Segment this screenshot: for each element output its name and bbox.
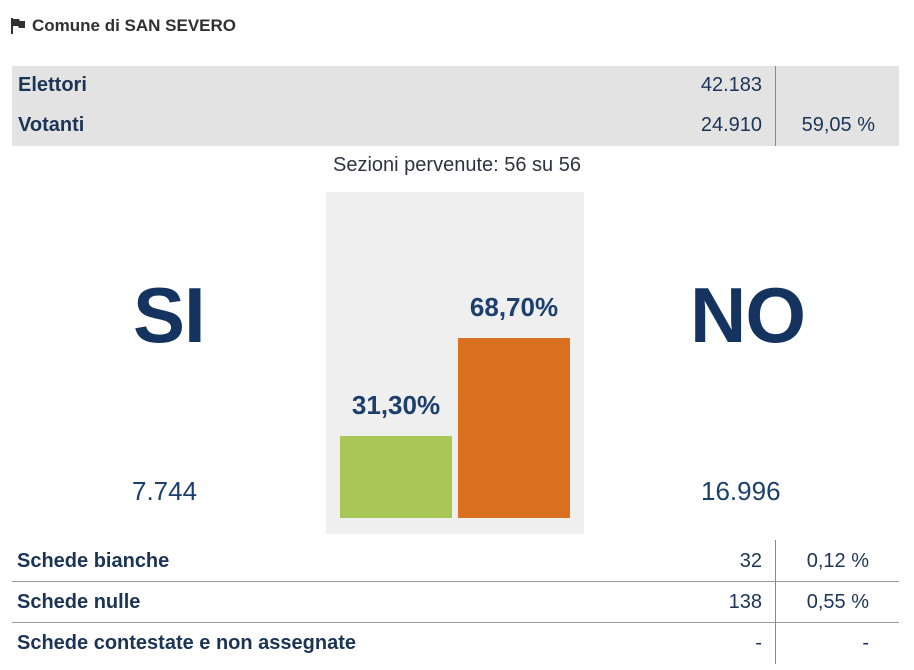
elettori-value: 42.183 — [700, 74, 762, 96]
ballot-row-bianche: Schede bianche 32 0,12 % — [12, 540, 899, 582]
yes-bar — [340, 435, 452, 518]
yes-votes: 7.744 — [132, 476, 198, 506]
summary-divider — [775, 66, 776, 146]
ballots-divider — [775, 540, 776, 664]
elettori-label: Elettori — [18, 74, 87, 96]
result-chart: 31,30% 68,70% — [326, 192, 584, 534]
elettori-row: Elettori 42.183 — [12, 66, 899, 106]
ballot-label: Schede contestate e non assegnate — [17, 632, 357, 654]
ballot-value: 138 — [728, 591, 762, 613]
flag-icon — [11, 18, 25, 34]
sections-counter: Sezioni pervenute: 56 su 56 — [333, 154, 581, 176]
votanti-row: Votanti 24.910 59,05 % — [12, 106, 899, 146]
ballot-row-nulle: Schede nulle 138 0,55 % — [12, 581, 899, 623]
ballot-value: - — [755, 632, 762, 654]
no-percentage-label: 68,70% — [469, 292, 559, 322]
no-votes: 16.996 — [701, 476, 781, 506]
page-header: Comune di SAN SEVERO — [10, 14, 236, 38]
page-title: Comune di SAN SEVERO — [32, 16, 237, 35]
yes-percentage-label: 31,30% — [351, 389, 441, 420]
votanti-label: Votanti — [18, 114, 85, 136]
no-bar — [458, 338, 570, 518]
ballot-label: Schede nulle — [17, 591, 141, 613]
ballot-value: 32 — [739, 550, 762, 572]
ballot-percentage: 0,55 % — [806, 591, 869, 613]
yes-label: SI — [133, 271, 206, 359]
votanti-value: 24.910 — [700, 114, 762, 136]
summary-table: Elettori 42.183 Votanti 24.910 59,05 % — [12, 66, 899, 146]
ballot-label: Schede bianche — [17, 550, 170, 572]
votanti-percentage: 59,05 % — [801, 114, 875, 136]
ballot-percentage: - — [862, 632, 869, 654]
no-label: NO — [690, 271, 806, 359]
ballot-row-contestate: Schede contestate e non assegnate - - — [12, 622, 899, 663]
ballot-percentage: 0,12 % — [806, 550, 869, 572]
